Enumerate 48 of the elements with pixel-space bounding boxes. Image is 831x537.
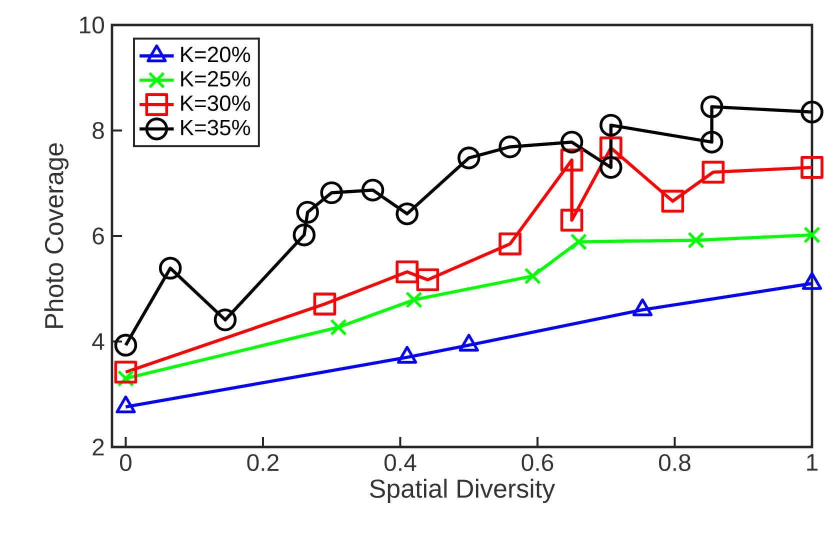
point	[570, 233, 588, 250]
point	[158, 256, 182, 280]
point	[114, 334, 138, 357]
point	[498, 135, 522, 158]
point	[661, 190, 684, 213]
point	[600, 156, 622, 179]
y-tick-label: 8	[92, 122, 104, 139]
point	[524, 268, 542, 285]
x-tick-label: 0	[120, 454, 132, 472]
x-tick-label: 0.8	[659, 454, 690, 472]
point	[330, 318, 347, 336]
point	[416, 268, 440, 292]
point	[396, 260, 419, 284]
point	[560, 130, 584, 154]
legend-label: K=20%	[181, 46, 250, 62]
point	[320, 181, 344, 204]
point	[560, 208, 584, 232]
y-tick-label: 4	[92, 333, 104, 350]
y-axis-title: Photo Coverage	[44, 143, 69, 328]
point	[700, 130, 724, 154]
point	[688, 232, 704, 249]
point	[405, 291, 422, 308]
y-tick-label: 10	[80, 16, 104, 34]
x-axis-title: Spatial Diversity	[370, 478, 556, 504]
y-tick-label: 2	[92, 438, 104, 456]
point	[214, 308, 237, 332]
x-tick-label: 1	[807, 454, 818, 471]
y-tick-label: 6	[92, 228, 104, 244]
point	[804, 226, 820, 244]
x-tick-label: 0.4	[384, 454, 416, 472]
point	[700, 95, 724, 118]
point	[600, 114, 622, 137]
legend-label: K=30%	[181, 95, 250, 111]
point	[296, 200, 319, 224]
x-tick-label: 0.6	[522, 454, 554, 472]
point	[292, 224, 316, 246]
point	[114, 360, 138, 384]
point	[396, 202, 419, 226]
point	[498, 232, 522, 256]
x-tick-label: 0.2	[247, 454, 278, 472]
point	[361, 178, 384, 202]
point	[800, 100, 824, 124]
point	[313, 292, 336, 316]
point	[702, 160, 725, 184]
legend-label: K=35%	[181, 120, 250, 136]
point	[800, 156, 824, 179]
legend-label: K=25%	[181, 71, 250, 87]
point	[457, 146, 480, 170]
